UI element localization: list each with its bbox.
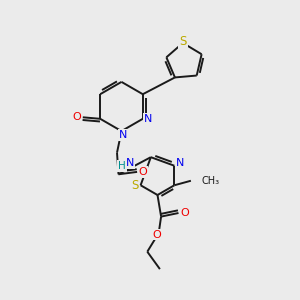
Text: N: N: [126, 158, 134, 168]
Text: O: O: [72, 112, 81, 122]
Text: O: O: [153, 230, 162, 240]
Text: H: H: [118, 161, 126, 171]
Text: N: N: [119, 130, 127, 140]
Text: S: S: [131, 179, 138, 192]
Text: N: N: [176, 158, 184, 168]
Text: S: S: [179, 35, 187, 48]
Text: N: N: [144, 114, 152, 124]
Text: CH₃: CH₃: [201, 176, 220, 186]
Text: O: O: [180, 208, 189, 218]
Text: O: O: [139, 167, 148, 177]
